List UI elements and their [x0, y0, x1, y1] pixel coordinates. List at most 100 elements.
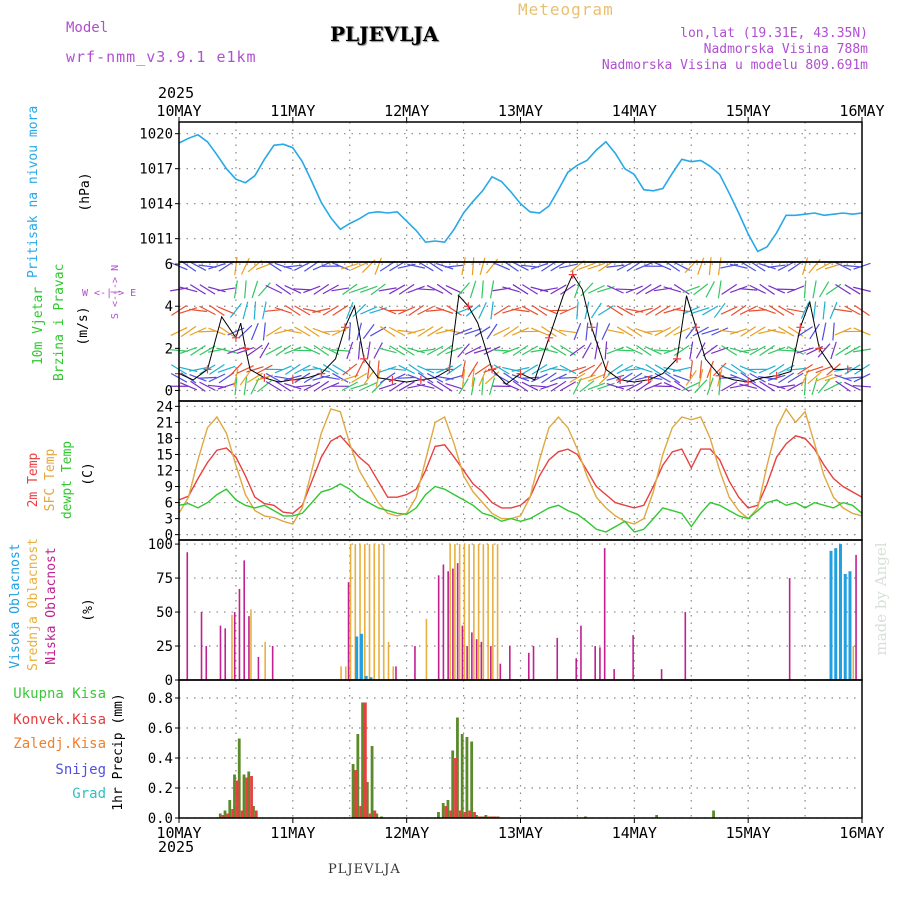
wind-arrow: [821, 322, 827, 341]
wind-arrow: [540, 347, 558, 354]
time-label-bottom: 12MAY: [384, 824, 429, 842]
year-bottom: 2025: [158, 838, 195, 856]
wind-arrow: [366, 360, 371, 379]
panel-frame: [178, 539, 863, 681]
wind-arrow: [530, 286, 549, 293]
wind-arrow: [540, 306, 558, 315]
wind-arrow: [512, 327, 529, 336]
wind-arrow: [844, 345, 861, 356]
mid_cloud-bar: [468, 544, 470, 680]
wind-arrow: [777, 384, 796, 389]
wind-arrow: [559, 306, 577, 315]
wind-arrow: [489, 280, 495, 299]
model-name: wrf-nmm_v3.9.1 e1km: [66, 48, 257, 66]
precip_total-bar: [441, 803, 445, 818]
wind-arrow: [521, 381, 539, 391]
wind-arrow: [190, 344, 206, 356]
wind-arrow: [275, 380, 292, 392]
wind-arrow: [539, 287, 558, 292]
mid_cloud-bar: [378, 544, 380, 680]
model-elevation-info: Nadmorska Visina u modelu 809.691m: [601, 58, 868, 73]
precip_total-bar: [460, 734, 464, 818]
mid_cloud-bar: [250, 609, 252, 680]
wind-arrow: [521, 364, 539, 375]
wind-arrow: [199, 305, 216, 316]
legend-grad: Grad: [72, 786, 106, 802]
wind-arrow: [378, 365, 397, 373]
wind-arrow: [493, 305, 510, 316]
wind-arrow: [398, 283, 415, 295]
mid_cloud-bar: [363, 544, 366, 680]
wind-arrow: [811, 377, 818, 396]
wind-arrow: [550, 284, 567, 295]
time-label-bottom: 13MAY: [498, 824, 543, 842]
wind-arrow: [550, 345, 567, 356]
wind-arrow: [303, 285, 321, 294]
wind-arrow: [818, 281, 830, 298]
y-tick-label: 1014: [139, 197, 173, 213]
high_cloud-bar: [355, 636, 359, 680]
wind-arrow: [834, 327, 852, 336]
wind-arrow: [767, 383, 786, 390]
wind-arrow: [512, 261, 529, 271]
wind-arrow: [238, 324, 253, 339]
wind-arrow: [247, 344, 263, 357]
wind-arrow: [530, 262, 549, 270]
wind-arrow: [398, 345, 415, 356]
wind-arrow: [274, 306, 293, 314]
wind-arrow: [844, 305, 861, 316]
wind-arrow: [474, 363, 491, 375]
wind-arrow: [331, 326, 349, 337]
precip_total-bar: [451, 750, 455, 818]
wind-arrow: [844, 284, 861, 295]
wind-arrow: [654, 305, 671, 316]
wind-arrow: [388, 367, 407, 371]
wind-arrow: [673, 344, 690, 356]
wind-arrow: [559, 364, 577, 375]
wind-arrow: [706, 360, 714, 379]
time-label-top: 10MAY: [156, 102, 201, 120]
wind-arrow: [376, 360, 380, 379]
low_cloud-bar: [200, 612, 203, 680]
wind-arrow: [550, 326, 567, 337]
wind-arrow: [190, 380, 206, 392]
wind-arrow: [672, 366, 691, 372]
wind-arrow: [601, 323, 611, 340]
low_cloud-bar: [788, 578, 791, 680]
wind-arrow: [259, 342, 270, 359]
wind-arrow: [234, 257, 238, 276]
wind-arrow: [530, 384, 549, 388]
wind-arrow: [511, 374, 530, 382]
wind-arrow: [729, 328, 748, 335]
wind-arrow: [616, 261, 634, 271]
wind-arrow: [673, 284, 690, 295]
wind-arrow: [303, 381, 321, 391]
wind-arrow: [490, 301, 494, 320]
wind-arrow: [663, 286, 682, 293]
wind-arrow: [812, 301, 817, 320]
mid_cloud-bar: [496, 544, 499, 680]
grid-layer: [179, 122, 862, 819]
mid_cloud-bar: [458, 544, 461, 680]
wind-arrow: [331, 287, 350, 292]
wind-arrow: [458, 378, 469, 395]
precip_conv-bar: [245, 777, 249, 818]
wind-arrow: [748, 309, 767, 312]
wind-arrow: [303, 326, 320, 337]
footer-station: PLJEVLJA: [328, 862, 401, 877]
wind-arrow: [188, 308, 207, 313]
wind-arrow: [578, 374, 596, 382]
precip_conv-bar: [354, 770, 358, 818]
wind-arrow: [389, 284, 406, 295]
wind-arrow: [342, 363, 358, 376]
precip_conv-bar: [235, 780, 239, 818]
wind-arrow: [843, 264, 862, 268]
wind-arrow: [417, 305, 434, 316]
wind-arrow: [721, 345, 738, 356]
wind-arrow: [829, 301, 838, 319]
wind-arrow: [689, 341, 694, 360]
wind-arrow: [721, 381, 738, 392]
wind-arrow: [606, 374, 625, 381]
wind-arrow: [398, 306, 416, 315]
wind-arrow: [332, 372, 349, 383]
